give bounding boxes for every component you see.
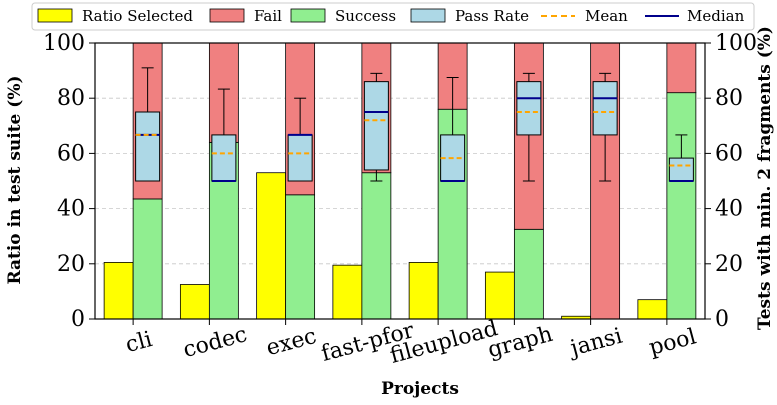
grid-lines [95, 97, 705, 265]
y-tick-label: 20 [57, 252, 85, 277]
pass-rate-box [668, 157, 694, 182]
y2-tick-label: 40 [715, 197, 743, 222]
bar-success [513, 228, 544, 320]
y-tick-label: 0 [71, 307, 85, 332]
legend-label-median: Median [687, 7, 745, 25]
pass-rate-box [135, 111, 161, 182]
bar-ratio-selected [332, 264, 363, 320]
x-tick-label: pool [647, 324, 699, 360]
legend-label-mean: Mean [585, 7, 628, 25]
legend: Ratio Selected Fail Success Pass Rate Me… [31, 2, 755, 31]
y-axis-left-ticks: 0 20 40 60 80 100 [43, 31, 95, 332]
x-tick-label: exec [264, 324, 320, 361]
bar-success [132, 198, 163, 320]
bar-success [666, 92, 697, 320]
legend-swatch-ratio-selected [37, 8, 73, 23]
x-tick-label: cli [123, 327, 155, 358]
bar-ratio-selected [484, 271, 515, 320]
bar-fail [666, 42, 697, 94]
legend-label-ratio-selected: Ratio Selected [82, 7, 193, 25]
y-tick-label: 40 [57, 197, 85, 222]
y2-tick-label: 0 [715, 307, 729, 332]
legend-label-pass-rate: Pass Rate [455, 7, 529, 25]
y-axis-right-ticks: 0 20 40 60 80 100 [705, 31, 757, 332]
y2-tick-label: 80 [715, 86, 743, 111]
legend-swatch-success [290, 8, 326, 23]
pass-rate-box [363, 81, 389, 171]
y-tick-label: 80 [57, 86, 85, 111]
y2-tick-label: 60 [715, 141, 743, 166]
y-tick-label: 100 [43, 31, 85, 56]
x-tick-label: jansi [565, 324, 625, 362]
legend-label-fail: Fail [254, 7, 282, 25]
pass-rate-box [287, 134, 313, 182]
legend-label-success: Success [335, 7, 396, 25]
x-tick-label: codec [181, 322, 250, 363]
y-axis-right-title: Tests with min. 2 fragments (%) [755, 26, 775, 330]
pass-rate-box [211, 134, 237, 182]
bar-success [285, 194, 316, 320]
legend-swatch-fail [209, 8, 245, 23]
plot-frame [94, 42, 706, 320]
bar-success [361, 172, 392, 320]
y2-tick-label: 20 [715, 252, 743, 277]
pass-rate-box [592, 81, 618, 136]
bar-ratio-selected [179, 284, 210, 320]
y-tick-label: 60 [57, 141, 85, 166]
y2-tick-label: 100 [715, 31, 757, 56]
bar-ratio-selected [103, 262, 134, 320]
bar-ratio-selected [256, 172, 287, 320]
pass-rate-box [516, 81, 542, 136]
bar-ratio-selected [408, 262, 439, 320]
legend-swatch-pass-rate [410, 8, 446, 23]
x-axis-title: Projects [381, 379, 459, 399]
boxplots-layer [135, 67, 694, 182]
bar-ratio-selected [637, 299, 668, 320]
y-axis-left-title: Ratio in test suite (%) [5, 75, 25, 284]
